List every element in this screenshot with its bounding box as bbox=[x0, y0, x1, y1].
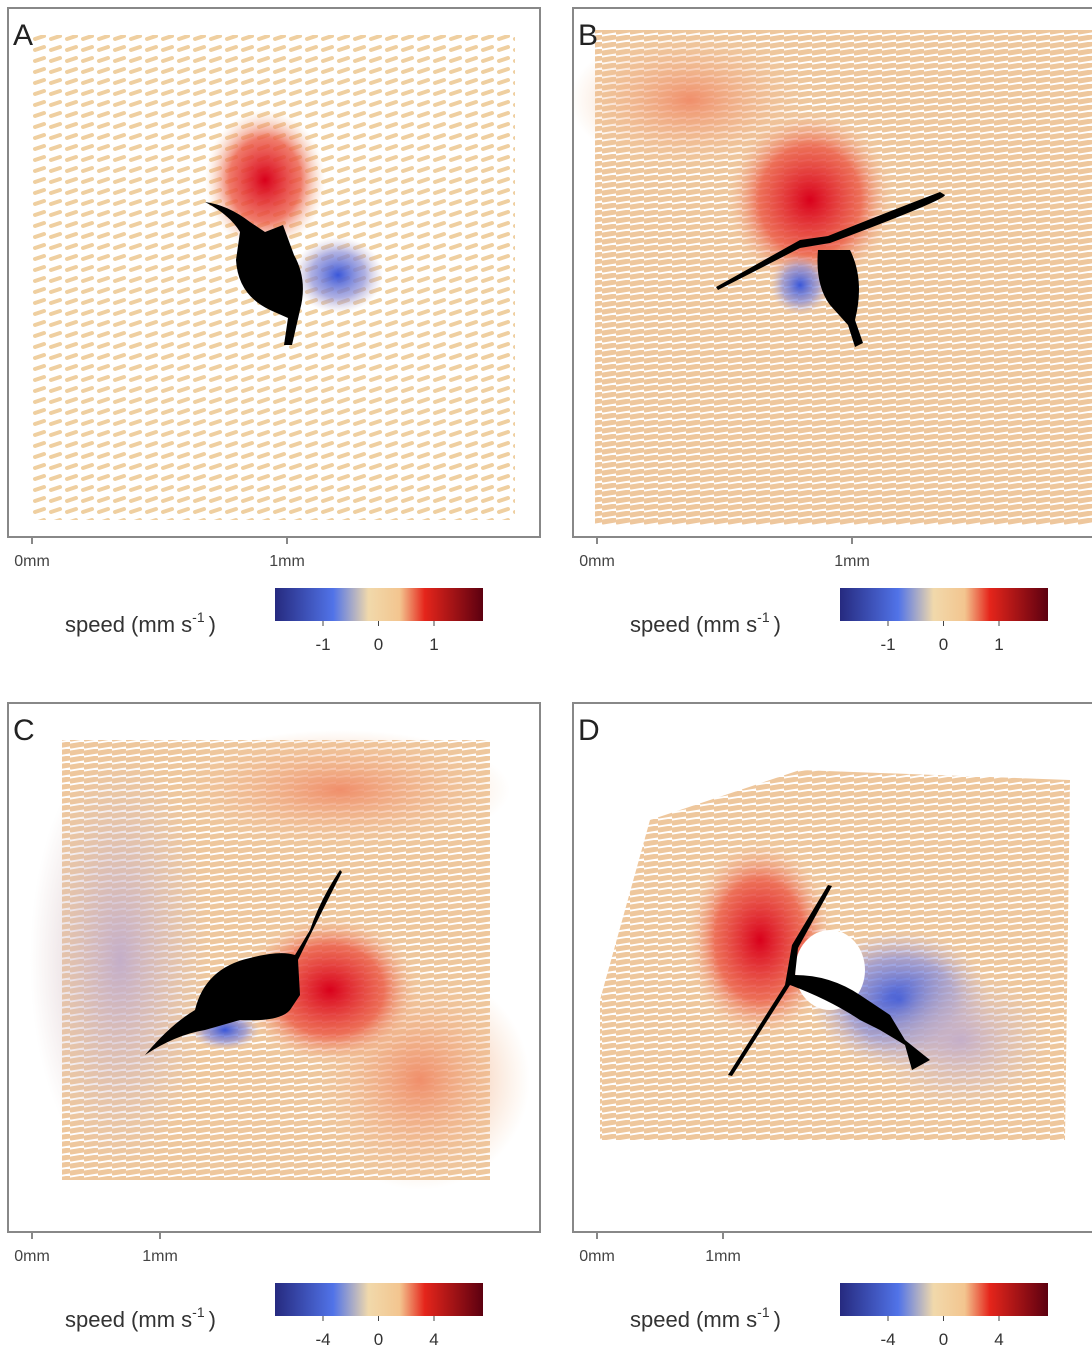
colorbar-title: speed (mm s-1) bbox=[65, 1304, 216, 1332]
x-tick-label: 0mm bbox=[579, 553, 615, 570]
colorbar-tick-label: -1 bbox=[315, 635, 330, 654]
panel: D 0mm 1mm speed (mm s-1) -4 0 4 bbox=[578, 714, 1048, 1349]
colorbar bbox=[275, 1283, 483, 1316]
colorbar-tick-label: 0 bbox=[939, 1330, 948, 1346]
colorbar-exponent: -1 bbox=[757, 1304, 770, 1320]
colorbar-title: speed (mm s-1) bbox=[630, 609, 781, 637]
panel-a-plot bbox=[7, 7, 541, 538]
colorbar-title-text: speed (mm s bbox=[65, 1307, 192, 1332]
colorbar-exponent: -1 bbox=[192, 1304, 205, 1320]
colorbar-tick-label: 4 bbox=[994, 1330, 1003, 1346]
x-tick-label: 1mm bbox=[834, 553, 870, 570]
colorbar-tick-label: 4 bbox=[429, 1330, 438, 1346]
panel-c-plot bbox=[7, 702, 541, 1233]
colorbar bbox=[840, 1283, 1048, 1316]
colorbar-title-text: speed (mm s bbox=[630, 1307, 757, 1332]
panel-label: B bbox=[578, 19, 598, 52]
panel-label: D bbox=[578, 714, 600, 747]
colorbar-close: ) bbox=[774, 612, 781, 637]
colorbar-tick-label: 1 bbox=[994, 635, 1003, 654]
x-tick-label: 0mm bbox=[14, 1248, 50, 1265]
colorbar-title-text: speed (mm s bbox=[65, 612, 192, 637]
panel: C 0mm 1mm speed (mm s-1) -4 0 4 bbox=[13, 714, 483, 1349]
panel-d-plot bbox=[572, 702, 1092, 1233]
x-tick-label: 0mm bbox=[579, 1248, 615, 1265]
x-tick-label: 1mm bbox=[705, 1248, 741, 1265]
colorbar bbox=[275, 588, 483, 621]
colorbar-tick-label: 0 bbox=[939, 635, 948, 654]
colorbar-tick-label: 0 bbox=[374, 635, 383, 654]
colorbar-close: ) bbox=[774, 1307, 781, 1332]
colorbar-exponent: -1 bbox=[192, 609, 205, 625]
colorbar-title-text: speed (mm s bbox=[630, 612, 757, 637]
colorbar-close: ) bbox=[209, 1307, 216, 1332]
colorbar-tick-label: -4 bbox=[315, 1330, 330, 1346]
colorbar-close: ) bbox=[209, 612, 216, 637]
colorbar-title: speed (mm s-1) bbox=[630, 1304, 781, 1332]
panel-label: A bbox=[13, 19, 33, 52]
colorbar-tick-label: 1 bbox=[429, 635, 438, 654]
colorbar-tick-label: 0 bbox=[374, 1330, 383, 1346]
colorbar-title: speed (mm s-1) bbox=[65, 609, 216, 637]
x-tick-label: 1mm bbox=[142, 1248, 178, 1265]
colorbar-tick-label: -1 bbox=[880, 635, 895, 654]
panel-b-plot bbox=[570, 7, 1092, 538]
colorbar bbox=[840, 588, 1048, 621]
x-tick-label: 0mm bbox=[14, 553, 50, 570]
colorbar-tick-label: -4 bbox=[880, 1330, 895, 1346]
x-tick-label: 1mm bbox=[269, 553, 305, 570]
colorbar-exponent: -1 bbox=[757, 609, 770, 625]
panel-label: C bbox=[13, 714, 35, 747]
